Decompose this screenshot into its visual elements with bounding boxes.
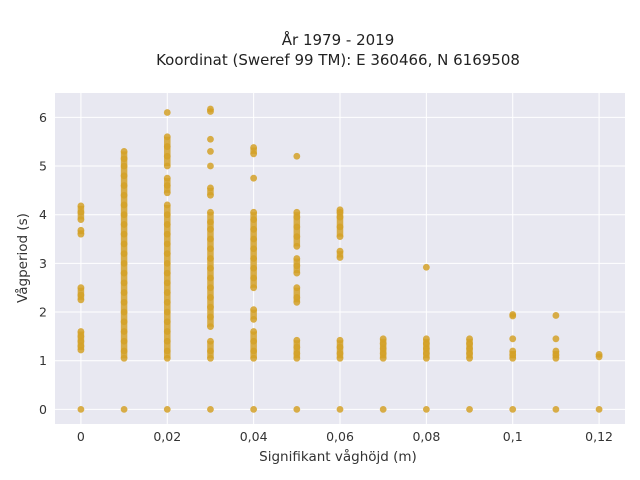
y-tick-label: 1 — [39, 353, 47, 368]
data-point — [595, 405, 603, 413]
data-point — [293, 152, 301, 160]
data-point — [379, 405, 387, 413]
data-point — [250, 405, 258, 413]
data-point — [509, 405, 517, 413]
x-axis-title: Signifikant våghöjd (m) — [259, 448, 417, 465]
data-point — [422, 405, 430, 413]
data-point — [207, 135, 214, 143]
y-tick-label: 2 — [39, 305, 47, 320]
data-points — [77, 105, 603, 413]
data-point — [77, 405, 85, 413]
data-point — [163, 109, 171, 116]
y-tick-label: 0 — [39, 402, 47, 417]
chart-title: År 1979 - 2019 — [282, 30, 395, 49]
data-point — [552, 405, 560, 413]
data-point — [207, 162, 214, 170]
x-tick-label: 0 — [77, 429, 85, 444]
y-tick-label: 5 — [39, 159, 47, 174]
chart-subtitle: Koordinat (Sweref 99 TM): E 360466, N 61… — [156, 51, 520, 69]
x-tick-label: 0,06 — [326, 429, 354, 444]
y-axis-title: Vågperiod (s) — [14, 213, 31, 303]
y-tick-label: 4 — [39, 207, 47, 222]
x-tick-label: 0,04 — [240, 429, 268, 444]
data-point — [250, 174, 258, 182]
data-point — [336, 405, 344, 413]
y-tick-label: 3 — [39, 256, 47, 271]
data-point — [552, 335, 560, 343]
data-point — [120, 405, 128, 413]
x-tick-label: 0,08 — [412, 429, 440, 444]
y-axis-ticks: 0 1 2 3 4 5 6 — [39, 110, 47, 417]
x-tick-label: 0,02 — [153, 429, 181, 444]
data-point — [466, 405, 473, 413]
y-tick-label: 6 — [39, 110, 47, 125]
data-point — [163, 405, 171, 413]
data-point — [207, 148, 214, 155]
data-point — [422, 263, 430, 271]
x-tick-label: 0,12 — [585, 429, 613, 444]
data-point — [509, 335, 517, 343]
data-point — [293, 405, 301, 413]
x-tick-label: 0,1 — [503, 429, 523, 444]
data-point — [207, 405, 214, 413]
data-point — [552, 312, 560, 319]
x-axis-ticks: 0 0,02 0,04 0,06 0,08 0,1 0,12 — [77, 429, 613, 444]
